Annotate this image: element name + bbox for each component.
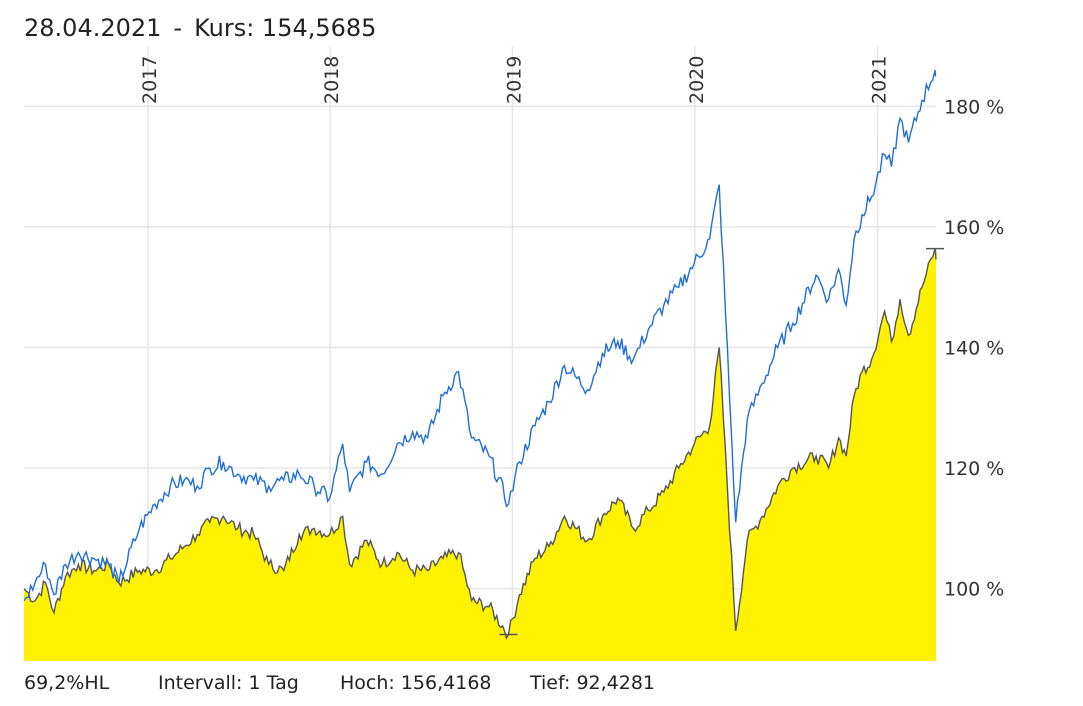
x-tick-label: 2021	[869, 56, 891, 104]
high-low-markers	[499, 247, 945, 636]
header-kurs: Kurs: 154,5685	[194, 14, 377, 42]
footer-hoch: Hoch: 156,4168	[340, 672, 492, 694]
y-tick-label: 100 %	[944, 579, 1004, 601]
y-tick-label: 180 %	[944, 96, 1004, 118]
chart-header: 28.04.2021- Kurs: 154,5685	[24, 14, 376, 42]
area-series-fill	[24, 248, 936, 661]
benchmark-series-line	[23, 69, 937, 602]
footer-intervall: Intervall: 1 Tag	[158, 672, 299, 694]
header-date: 28.04.2021	[24, 14, 162, 42]
x-tick-label: 2018	[321, 56, 343, 104]
y-axis-ticks: 100 % 120 % 140 % 160 % 180 %	[944, 96, 1004, 600]
area-series-line	[23, 248, 937, 640]
footer-hl: 69,2%HL	[24, 672, 110, 694]
y-tick-label: 160 %	[944, 217, 1004, 239]
footer-tief: Tief: 92,4281	[530, 672, 656, 694]
y-tick-label: 140 %	[944, 337, 1004, 359]
x-tick-label: 2017	[139, 56, 161, 104]
header-separator: -	[173, 14, 183, 42]
x-tick-label: 2019	[503, 56, 525, 104]
x-tick-label: 2020	[686, 56, 708, 104]
y-tick-label: 120 %	[944, 458, 1004, 480]
x-axis-ticks: 2017 2018 2019 2020 2021	[139, 56, 891, 104]
